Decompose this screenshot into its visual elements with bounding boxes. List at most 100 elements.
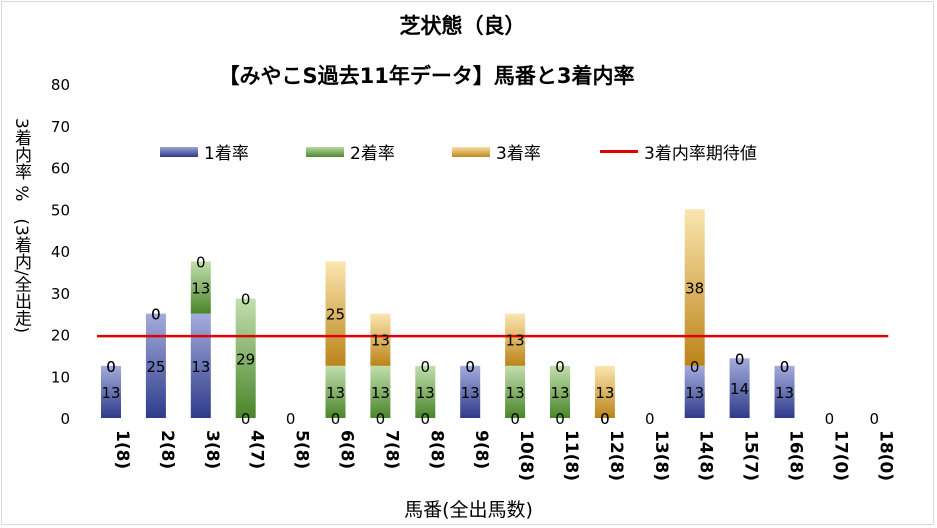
legend-label-expected: 3着内率期待値: [644, 144, 757, 164]
chart-subtitle: 【みやこS過去11年データ】馬番と3着内率: [218, 64, 635, 88]
x-tick-label: 2(8): [157, 430, 177, 469]
bar-segment: [774, 365, 795, 418]
data-label: 0: [510, 410, 520, 428]
data-label: 0: [151, 306, 161, 324]
data-label: 0: [331, 410, 341, 428]
bar-segment: [145, 313, 166, 418]
data-label: 13: [416, 384, 435, 402]
legend-item-win: 1着率: [160, 139, 249, 164]
y-tick-label: 50: [51, 201, 70, 219]
x-tick-label: 3(8): [202, 430, 222, 469]
data-label: 13: [685, 384, 704, 402]
data-label: 13: [326, 384, 345, 402]
data-label: 0: [106, 358, 116, 376]
data-label: 14: [730, 380, 749, 398]
bar-segment: [684, 209, 705, 366]
x-tick-label: 6(8): [337, 430, 357, 469]
data-label: 0: [241, 410, 251, 428]
bar-segment: [190, 313, 211, 418]
y-tick-label: 20: [51, 327, 70, 345]
legend-swatch-third: [452, 146, 490, 157]
data-label: 13: [191, 280, 210, 298]
x-tick-label: 11(8): [561, 430, 581, 481]
data-label: 29: [236, 350, 255, 368]
x-tick-label: 7(8): [381, 430, 401, 469]
data-label: 13: [595, 384, 614, 402]
y-axis: 0 10 20 30 40 50 60 70 80: [51, 76, 70, 428]
data-label: 0: [735, 350, 745, 368]
data-label: 0: [151, 306, 161, 324]
y-tick-label: 0: [60, 410, 70, 428]
bar-segment: [370, 365, 391, 418]
data-label: 0: [780, 358, 790, 376]
data-label: 0: [421, 410, 431, 428]
legend-item-third: 3着率: [452, 139, 541, 164]
data-label: 0: [106, 358, 116, 376]
data-label: 0: [825, 410, 835, 428]
bar-segment: [415, 365, 436, 418]
data-label: 13: [506, 332, 525, 350]
data-label: 13: [461, 384, 480, 402]
x-tick-label: 16(8): [786, 430, 806, 481]
x-tick-label: 14(8): [696, 430, 716, 481]
data-label: 0: [555, 410, 565, 428]
data-labels: 13 0 0 25 0 0 13 13 0 0 29 0 0 0 13 25 0 13 13 0 13 0 13 0 0 0 13 1…: [101, 253, 879, 428]
data-label: 13: [101, 384, 120, 402]
bar-segment: [505, 313, 526, 366]
data-label: 0: [600, 410, 610, 428]
y-tick-label: 10: [51, 368, 70, 386]
data-label: 0: [690, 358, 700, 376]
y-tick-label: 40: [51, 243, 70, 261]
bar-segment: [505, 365, 526, 418]
x-tick-label: 17(0): [830, 430, 850, 481]
x-tick-label: 10(8): [516, 430, 536, 481]
legend-label-third: 3着率: [496, 144, 541, 164]
bar-segment: [550, 365, 570, 418]
data-label: 13: [371, 332, 390, 350]
y-axis-label: 3着内率 % (3着内/全出走): [11, 118, 31, 334]
bar-segment: [370, 313, 391, 366]
data-label: 13: [550, 384, 569, 402]
bar-segment: [325, 261, 346, 366]
bar-segment: [684, 365, 705, 418]
chart-title: 芝状態（良）: [399, 14, 526, 38]
legend-item-expected: 3着内率期待値: [600, 139, 757, 164]
bar-segment: [594, 365, 615, 418]
legend-swatch-win: [160, 146, 198, 157]
legend-line-expected: [600, 150, 638, 153]
bar-segment: [101, 365, 121, 418]
bar-segment: [460, 365, 481, 418]
y-tick-label: 60: [51, 160, 70, 178]
data-label: 0: [376, 410, 386, 428]
legend-label-second: 2着率: [350, 144, 395, 164]
x-tick-label: 13(8): [651, 430, 671, 481]
y-tick-label: 30: [51, 285, 70, 303]
y-tick-label: 80: [51, 76, 70, 94]
x-tick-label: 18(0): [875, 430, 895, 481]
x-tick-label: 12(8): [606, 430, 626, 481]
x-tick-label: 8(8): [426, 430, 446, 469]
bar-segment: [190, 261, 211, 314]
data-label: 0: [645, 410, 655, 428]
x-tick-label: 1(8): [112, 430, 132, 469]
data-label: 0: [465, 358, 475, 376]
x-tick-label: 15(7): [741, 430, 761, 481]
data-label: 0: [196, 253, 206, 271]
bar-segment: [235, 298, 256, 418]
data-label: 0: [465, 358, 475, 376]
x-tick-label: 4(7): [247, 430, 267, 469]
legend-swatch-second: [306, 146, 344, 157]
data-label: 0: [870, 410, 880, 428]
legend-label-win: 1着率: [204, 144, 249, 164]
x-axis: 1(8) 2(8) 3(8) 4(7) 5(8) 6(8) 7(8) 8(8) 9(8) 10(8…: [112, 430, 895, 481]
x-tick-label: 9(8): [471, 430, 491, 469]
data-label: 0: [555, 358, 565, 376]
data-label: 0: [241, 291, 251, 309]
bars: [101, 209, 795, 418]
data-label: 38: [685, 280, 704, 298]
data-label: 13: [775, 384, 794, 402]
data-label: 0: [421, 358, 431, 376]
bar-segment: [325, 365, 346, 418]
